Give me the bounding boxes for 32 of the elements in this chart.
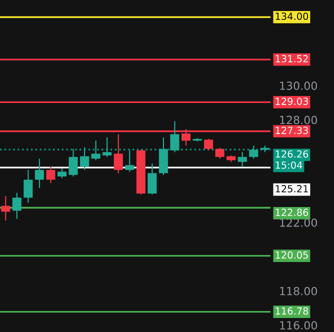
candlestick: [102, 136, 112, 158]
ref-line-label: 125.21: [276, 185, 308, 192]
ref-line-label: 126.26: [276, 150, 308, 158]
candlestick: [148, 162, 157, 195]
candlestick: [57, 168, 67, 179]
candlestick: [91, 140, 100, 161]
candlestick: [204, 138, 214, 151]
candlestick: [80, 146, 90, 170]
y-tick-label: 128.00: [280, 116, 318, 124]
ref-line-label: 116.78: [276, 307, 308, 315]
y-tick-label: 130.00: [280, 82, 318, 90]
ref-line-label: 129.03: [276, 98, 308, 105]
candlestick: [249, 145, 258, 160]
candlestick: [170, 120, 180, 153]
candlestick: [68, 148, 78, 177]
candlestick: [125, 150, 134, 172]
candlestick: [215, 147, 224, 160]
candlestick: [46, 166, 56, 184]
candlestick: [1, 196, 10, 222]
ref-line-label: 127.33: [276, 126, 308, 134]
y-tick-label: 116.00: [280, 321, 318, 330]
candlestick: [114, 134, 123, 174]
text: 15:04: [276, 161, 302, 169]
candlestick: [238, 152, 247, 168]
y-tick-label: 118.00: [280, 286, 318, 296]
ref-line-label: 122.86: [276, 208, 308, 216]
candlestick: [12, 192, 22, 220]
candlestick: [24, 169, 33, 204]
ref-line-label: 120.05: [276, 251, 308, 259]
ref-line-label: 131.52: [276, 55, 308, 62]
ref-line-label: 134.00: [276, 12, 308, 20]
candlestick: [34, 158, 44, 188]
